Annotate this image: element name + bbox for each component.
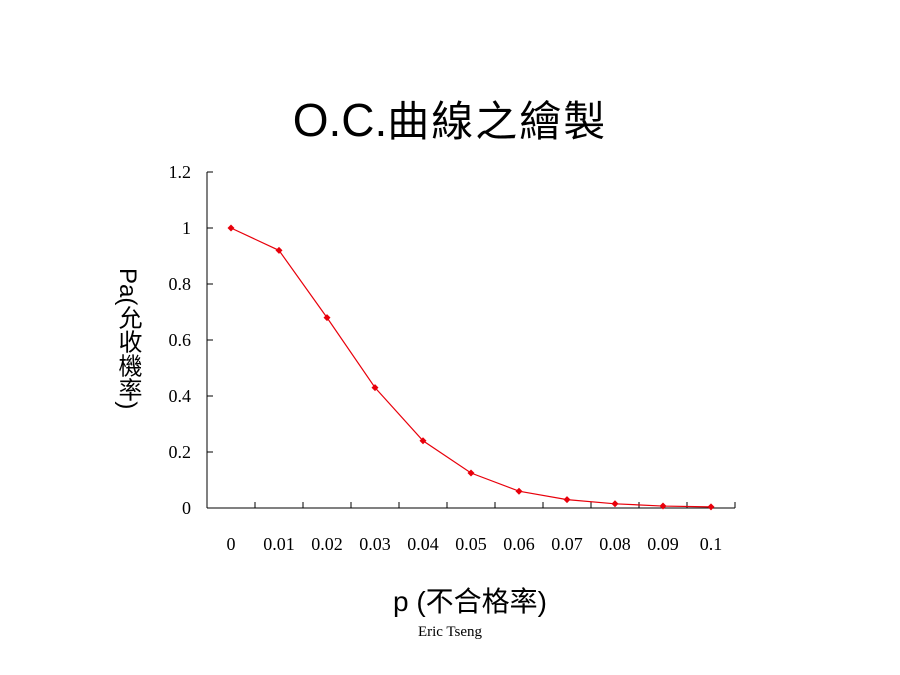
data-point [467,469,475,477]
data-point [563,496,571,504]
y-tick-label: 0.8 [169,274,192,294]
data-point [659,502,667,510]
y-tick-label: 0 [182,498,191,518]
x-tick-label: 0.03 [359,534,391,554]
x-tick-label: 0.09 [647,534,679,554]
data-point [419,437,427,445]
data-point [707,503,715,511]
x-tick-label: 0.1 [700,534,723,554]
slide-title-latin: O.C. [292,94,388,146]
slide-title-cjk: 曲線之繪製 [387,97,608,146]
x-axis-title: p (不合格率) [392,586,547,617]
data-point [515,487,523,495]
y-tick-label: 1 [182,218,191,238]
y-axis-title: Pa(允收機率) [114,268,141,410]
data-point [371,384,379,392]
x-tick-label: 0.01 [263,534,295,554]
x-tick-label: 0.02 [311,534,343,554]
y-tick-label: 0.6 [169,330,192,350]
data-point [611,500,619,508]
slide-title: O.C.曲線之繪製 [0,88,900,149]
y-axis-ticks: 0 0.2 0.4 0.6 0.8 1 1.2 [169,162,213,518]
data-point [323,314,331,322]
chart-axes [206,172,735,509]
x-tick-label: 0.04 [407,534,439,554]
data-point [227,224,235,232]
data-point [275,246,283,254]
series-line [230,227,712,508]
y-tick-label: 1.2 [169,162,192,182]
x-tick-label: 0.05 [455,534,487,554]
y-tick-label: 0.2 [169,442,192,462]
x-tick-label: 0.07 [551,534,583,554]
y-tick-label: 0.4 [169,386,192,406]
x-axis-ticks: 0 0.01 0.02 0.03 0.04 0.05 0.06 0.07 0.08 0.09 0.1 [206,502,736,554]
x-tick-label: 0.08 [599,534,631,554]
x-tick-label: 0 [227,534,236,554]
x-tick-label: 0.06 [503,534,535,554]
series-layer [227,224,715,511]
author-credit: Eric Tseng [417,624,483,640]
